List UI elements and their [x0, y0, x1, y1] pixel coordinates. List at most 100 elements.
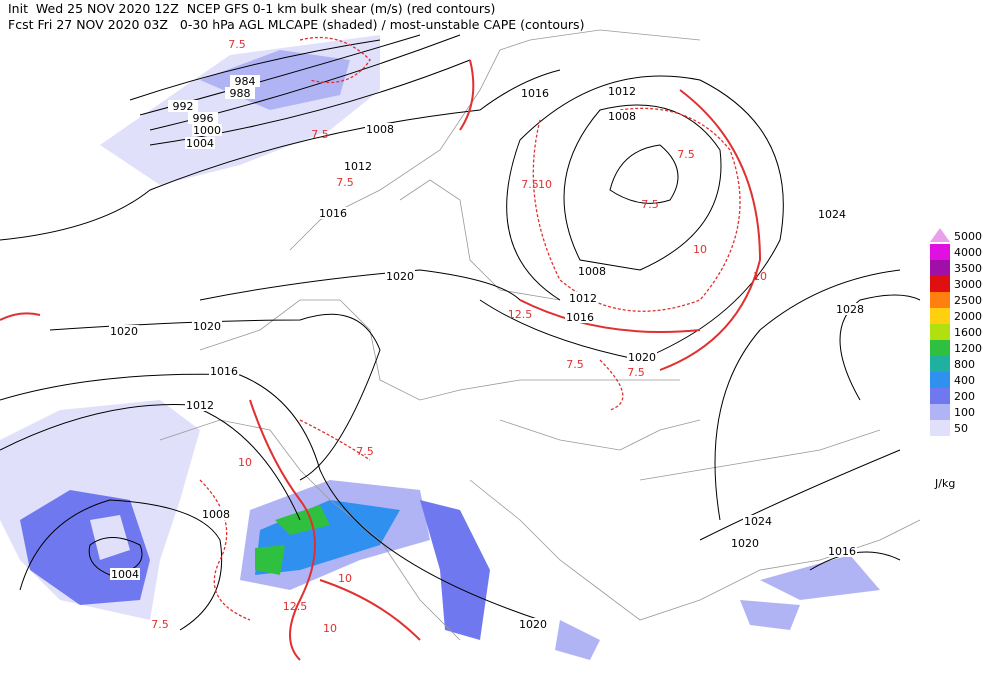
isobar-label: 1012 — [344, 160, 372, 173]
legend-swatch — [930, 244, 950, 260]
label-bg — [225, 87, 255, 99]
isobar-label: 1016 — [828, 545, 856, 558]
label-bg — [365, 123, 395, 135]
isobar-label: 1020 — [110, 325, 138, 338]
label-bg — [835, 303, 865, 315]
shear-label: 7.5 — [641, 198, 659, 211]
legend-swatch — [930, 228, 950, 242]
legend-swatch — [930, 292, 950, 308]
shear-label: 7.5 — [336, 176, 354, 189]
legend-swatch — [930, 404, 950, 420]
legend-label: 400 — [954, 374, 975, 387]
legend-swatch — [930, 308, 950, 324]
shear-label: 10 — [538, 178, 552, 191]
label-bg — [520, 87, 550, 99]
legend-label: 800 — [954, 358, 975, 371]
legend-label: 50 — [954, 422, 968, 435]
label-bg — [343, 160, 373, 172]
label-bg — [730, 537, 760, 549]
legend-swatch — [930, 324, 950, 340]
legend-label: 5000 — [954, 230, 982, 243]
isobar-label: 1008 — [578, 265, 606, 278]
label-bg — [565, 311, 595, 323]
isobar-label: 1004 — [186, 137, 214, 150]
coastlines — [159, 29, 921, 641]
shear-label: 7.5 — [228, 38, 246, 51]
isobar-label: 1020 — [628, 351, 656, 364]
legend-swatch — [930, 260, 950, 276]
isobar-label: 992 — [173, 100, 194, 113]
isobar-label: 1016 — [521, 87, 549, 100]
shear-label: 7.5 — [677, 148, 695, 161]
label-bg — [743, 515, 773, 527]
shear-label: 12.5 — [508, 308, 533, 321]
isobar-label: 1012 — [186, 399, 214, 412]
isobar-label: 1024 — [818, 208, 846, 221]
header-line-1: Init Wed 25 NOV 2020 12Z NCEP GFS 0-1 km… — [8, 1, 495, 16]
isobar-label: 1012 — [608, 85, 636, 98]
label-bg — [109, 325, 139, 337]
legend-label: 2500 — [954, 294, 982, 307]
label-bg — [110, 568, 140, 580]
label-bg — [201, 508, 231, 520]
label-bg — [817, 208, 847, 220]
legend-swatch — [930, 372, 950, 388]
label-bg — [168, 100, 198, 112]
legend-label: 4000 — [954, 246, 982, 259]
isobar-label: 1020 — [519, 618, 547, 631]
shear-label: 7.5 — [356, 445, 374, 458]
legend-label: 1600 — [954, 326, 982, 339]
isobar-label: 1016 — [566, 311, 594, 324]
isobar-label: 1016 — [210, 365, 238, 378]
legend-swatch — [930, 340, 950, 356]
isobar-label: 1008 — [608, 110, 636, 123]
isobar-label: 1008 — [202, 508, 230, 521]
label-bg — [607, 110, 637, 122]
label-bg — [192, 320, 222, 332]
label-bg — [209, 365, 239, 377]
shear-label: 7.5 — [627, 366, 645, 379]
legend-swatch — [930, 356, 950, 372]
shear-label: 12.5 — [283, 600, 308, 613]
shear-label: 7.5 — [566, 358, 584, 371]
shear-label: 10 — [238, 456, 252, 469]
label-bg — [185, 399, 215, 411]
isobar-label: 1004 — [111, 568, 139, 581]
legend-swatch — [930, 420, 950, 436]
shear-label: 10 — [753, 270, 767, 283]
legend-label: 3500 — [954, 262, 982, 275]
legend-label: 2000 — [954, 310, 982, 323]
label-bg — [827, 545, 857, 557]
isobar-label: 1000 — [193, 124, 221, 137]
label-bg — [627, 351, 657, 363]
shear-contours — [0, 36, 762, 661]
cape-shading — [0, 35, 880, 660]
label-bg — [185, 137, 215, 149]
label-bg — [385, 270, 415, 282]
isobar-label: 1008 — [366, 123, 394, 136]
label-bg — [188, 112, 218, 124]
label-bg — [518, 618, 548, 630]
legend-swatch — [930, 276, 950, 292]
isobar-label: 1012 — [569, 292, 597, 305]
legend-label: 200 — [954, 390, 975, 403]
legend-label: 1200 — [954, 342, 982, 355]
legend-unit: J/kg — [934, 477, 955, 490]
header-line-2: Fcst Fri 27 NOV 2020 03Z 0-30 hPa AGL ML… — [8, 17, 584, 32]
shear-label: 7.5 — [151, 618, 169, 631]
isobar-label: 1020 — [731, 537, 759, 550]
label-bg — [230, 75, 260, 87]
isobar-label: 988 — [230, 87, 251, 100]
label-bg — [192, 124, 222, 136]
legend-label: 100 — [954, 406, 975, 419]
legend-swatch — [930, 388, 950, 404]
label-bg — [568, 292, 598, 304]
isobar-label: 996 — [193, 112, 214, 125]
label-bg — [577, 265, 607, 277]
shear-label: 7.5 — [521, 178, 539, 191]
isobar-label: 1016 — [319, 207, 347, 220]
isobar-label: 1024 — [744, 515, 772, 528]
isobar-label: 1028 — [836, 303, 864, 316]
shear-label: 10 — [323, 622, 337, 635]
